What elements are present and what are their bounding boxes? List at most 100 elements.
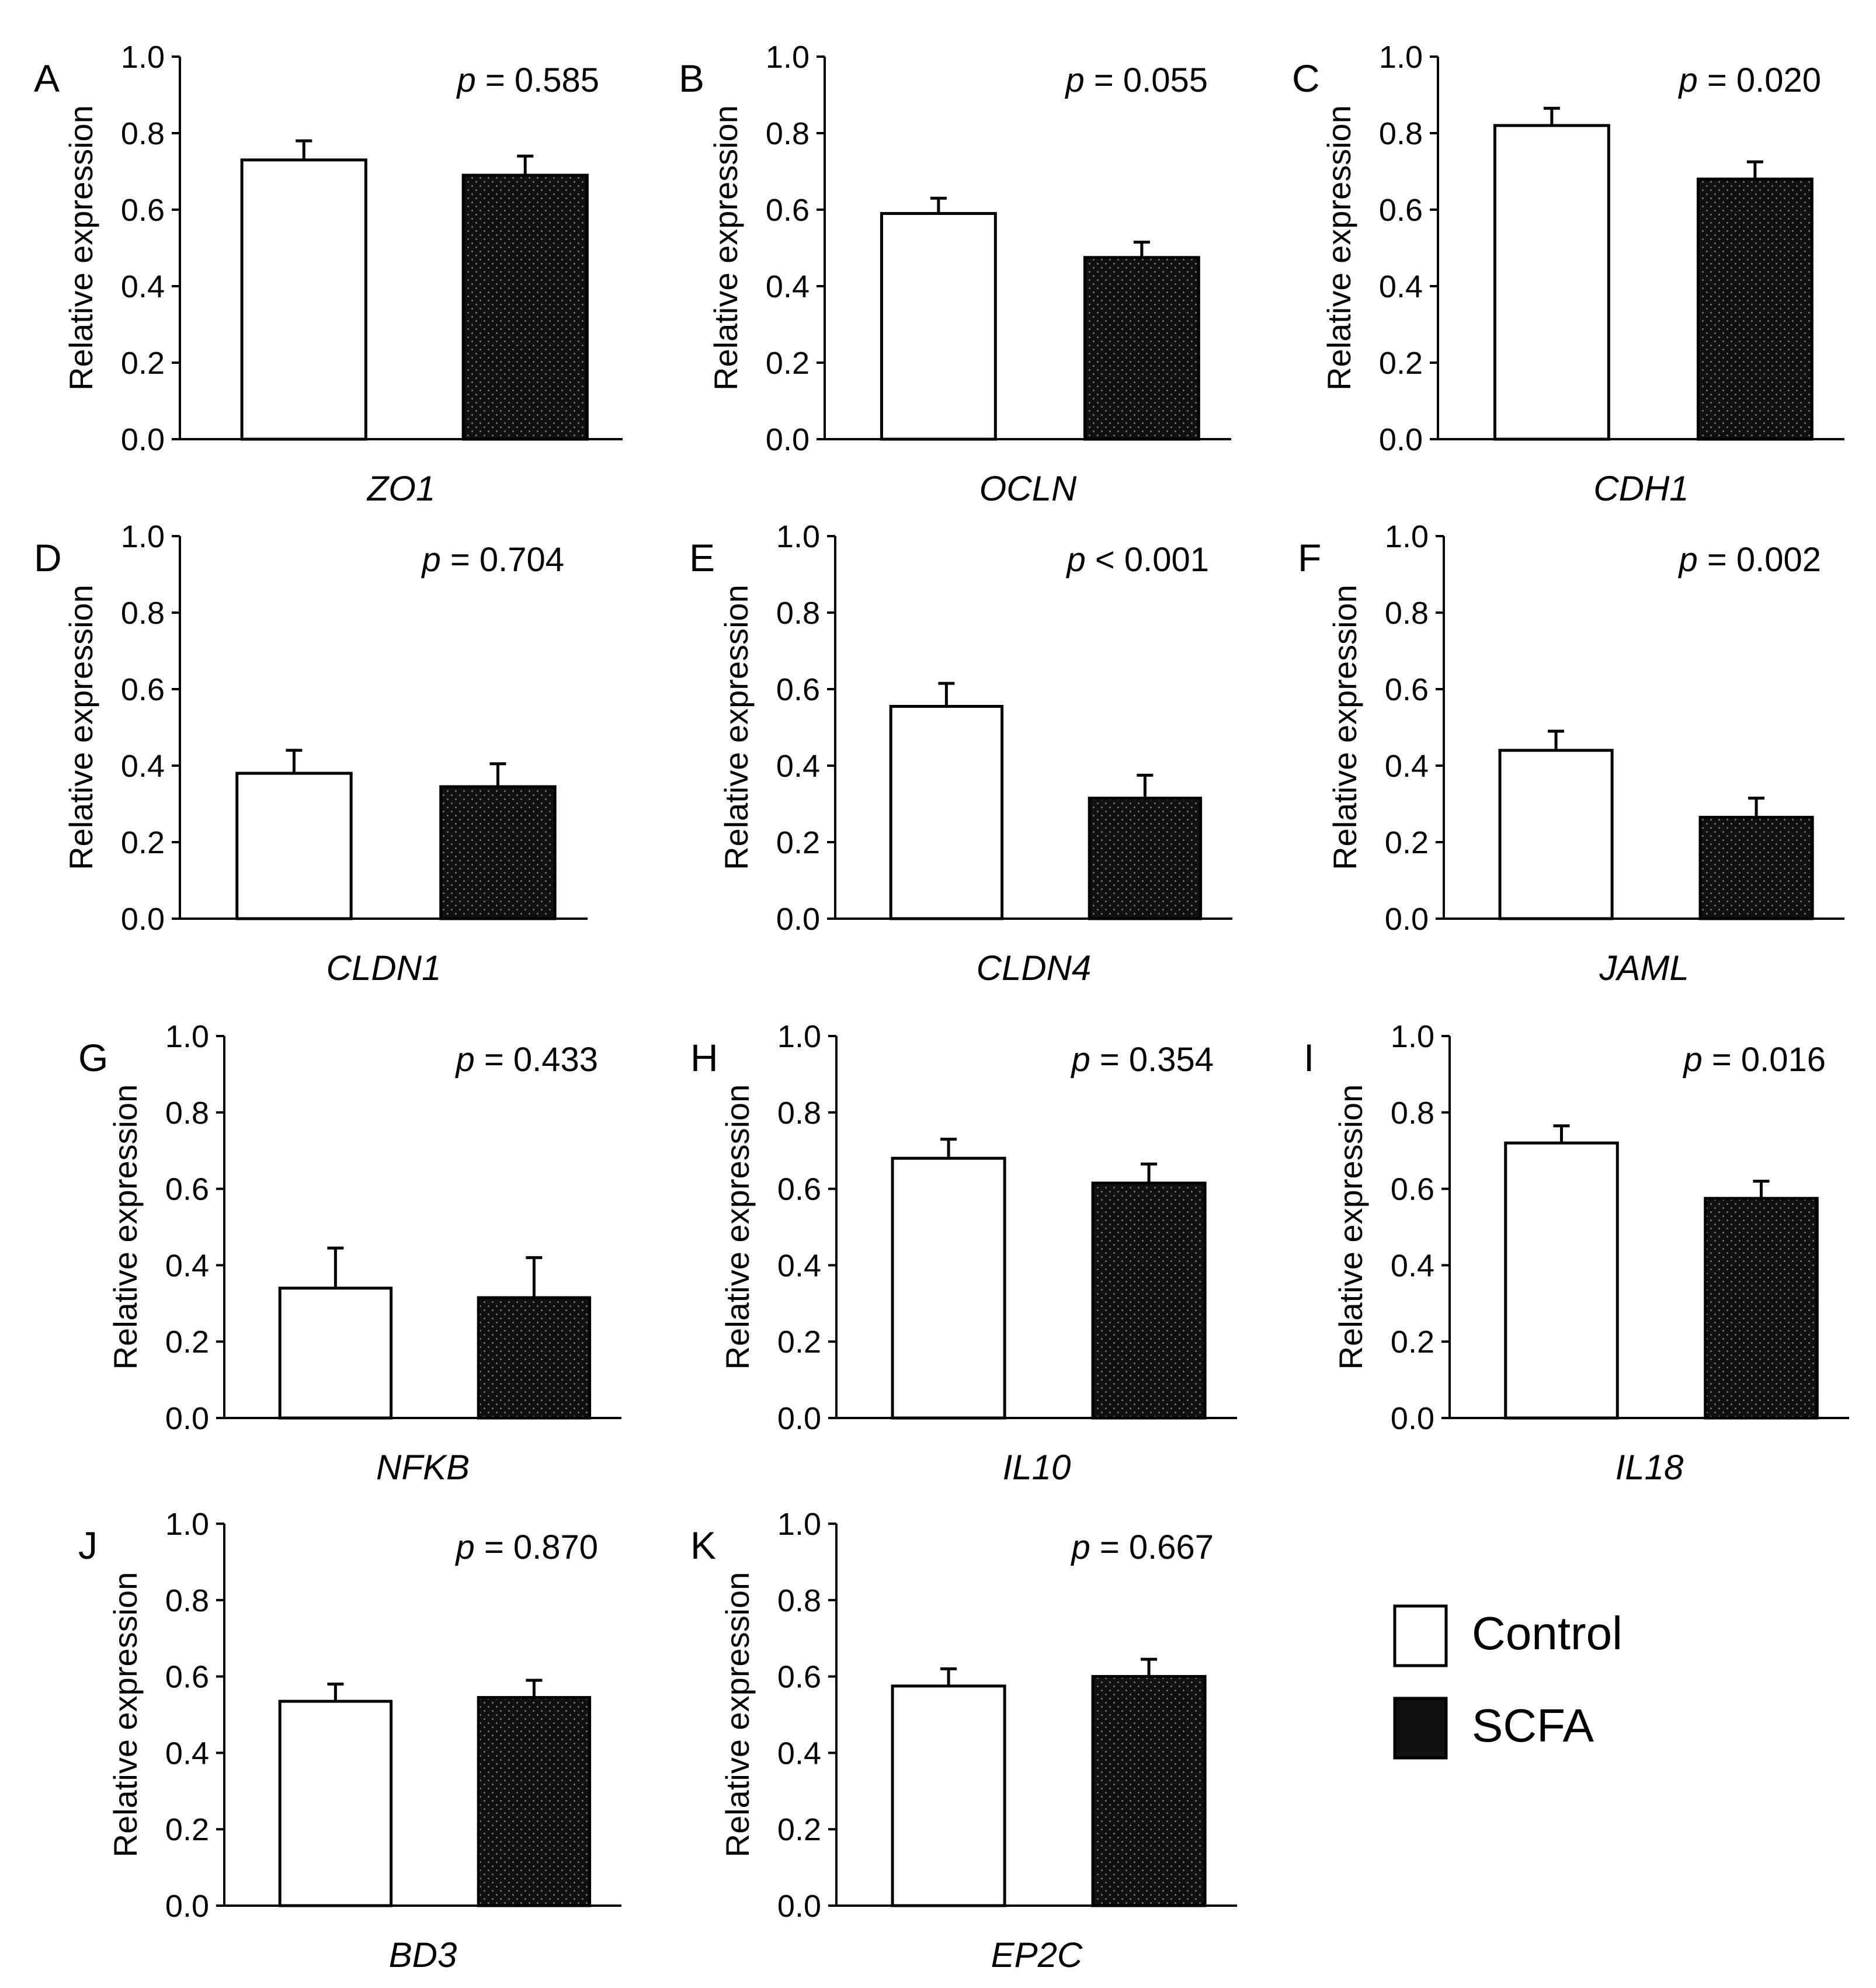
panel-g: 0.0 0.2 0.4 0.6 0.8 1.0 Relative expression G p … <box>78 1019 621 1487</box>
bar-control <box>1504 1141 1619 1420</box>
y-tick-label: 0.2 <box>1385 825 1429 860</box>
gene-label: OCLN <box>979 469 1077 508</box>
y-tick-label: 0.4 <box>777 1248 821 1283</box>
y-tick-label: 0.0 <box>1379 422 1423 457</box>
p-symbol: p <box>454 1528 474 1566</box>
y-tick-label: 0.2 <box>1391 1325 1434 1360</box>
y-tick-label: 0.4 <box>776 749 820 784</box>
y-tick-label: 0.4 <box>121 269 165 304</box>
y-tick-label: 0.4 <box>1391 1248 1434 1283</box>
y-axis-title: Relative expression <box>718 585 755 870</box>
panel-i: 0.0 0.2 0.4 0.6 0.8 1.0 Relative expression I p … <box>1304 1019 1849 1487</box>
y-tick-label: 0.0 <box>776 902 820 937</box>
y-tick-label: 1.0 <box>165 1507 209 1542</box>
bar-control <box>235 771 353 920</box>
y-tick-label: 0.4 <box>165 1736 209 1771</box>
bar-scfa <box>1083 256 1200 441</box>
p-value: p = 0.002 <box>1677 541 1821 579</box>
y-tick-label: 0.2 <box>165 1325 209 1360</box>
y-tick-label: 0.6 <box>165 1660 209 1695</box>
y-tick-label: 0.0 <box>165 1889 209 1924</box>
y-tick-label: 0.2 <box>1379 346 1423 381</box>
bar-scfa <box>461 173 589 441</box>
bar-control <box>891 1156 1006 1420</box>
p-symbol: p <box>454 1041 474 1079</box>
y-tick-label: 0.0 <box>121 902 165 937</box>
y-axis-title: Relative expression <box>1332 1085 1369 1370</box>
gene-label: EP2C <box>991 1935 1083 1975</box>
bar-control <box>278 1699 393 1907</box>
panel-letter: G <box>78 1036 108 1079</box>
y-tick-label: 1.0 <box>776 519 820 554</box>
y-tick-label: 0.6 <box>777 1172 821 1207</box>
p-value: p = 0.667 <box>1070 1528 1214 1566</box>
gene-label: IL10 <box>1003 1448 1071 1487</box>
y-axis-title: Relative expression <box>62 585 99 870</box>
y-axis-title: Relative expression <box>719 1572 756 1858</box>
p-symbol: p <box>421 541 440 579</box>
p-value: p < 0.001 <box>1065 541 1209 579</box>
y-tick-label: 0.8 <box>121 596 165 631</box>
p-symbol: p <box>1070 1041 1090 1079</box>
p-symbol: p <box>1677 61 1697 99</box>
p-value-text: = 0.020 <box>1698 61 1821 99</box>
y-tick-label: 0.6 <box>1391 1172 1434 1207</box>
y-tick-label: 0.2 <box>165 1812 209 1847</box>
gene-label: IL18 <box>1616 1448 1684 1487</box>
p-value-text: = 0.704 <box>441 541 564 579</box>
p-symbol: p <box>456 61 475 99</box>
legend-swatch-control <box>1393 1604 1448 1667</box>
gene-label: CDH1 <box>1593 469 1689 508</box>
y-tick-label: 0.8 <box>1391 1096 1434 1131</box>
y-tick-label: 0.0 <box>777 1889 821 1924</box>
gene-label: CLDN4 <box>977 948 1092 988</box>
bar-scfa <box>1091 1181 1207 1420</box>
y-tick-label: 0.2 <box>121 825 165 860</box>
p-value: p = 0.704 <box>421 541 564 579</box>
y-tick-label: 0.0 <box>1385 902 1429 937</box>
gene-label: JAML <box>1599 948 1689 988</box>
y-tick-label: 0.8 <box>121 116 165 151</box>
panel-letter: F <box>1298 536 1321 579</box>
p-value: p = 0.354 <box>1070 1041 1214 1079</box>
y-tick-label: 0.4 <box>766 269 810 304</box>
y-tick-label: 1.0 <box>121 519 165 554</box>
y-tick-label: 0.2 <box>776 825 820 860</box>
p-value: p = 0.870 <box>454 1528 598 1566</box>
panels: 0.0 0.2 0.4 0.6 0.8 1.0 Relative expression A p … <box>34 40 1849 1975</box>
y-tick-label: 1.0 <box>121 40 165 75</box>
bar-scfa <box>477 1696 592 1907</box>
legend-label-control: Control <box>1472 1607 1623 1659</box>
y-tick-label: 0.8 <box>1385 596 1429 631</box>
legend-label-scfa: SCFA <box>1472 1699 1594 1751</box>
y-tick-label: 0.2 <box>777 1812 821 1847</box>
p-value-text: = 0.585 <box>476 61 599 99</box>
y-tick-label: 0.8 <box>1379 116 1423 151</box>
y-axis-title: Relative expression <box>1321 105 1357 391</box>
y-axis-title: Relative expression <box>719 1085 756 1370</box>
p-value-text: = 0.055 <box>1085 61 1208 99</box>
p-value: p = 0.055 <box>1064 61 1208 99</box>
bar-scfa <box>1698 815 1814 920</box>
y-tick-label: 0.2 <box>121 346 165 381</box>
y-tick-label: 0.4 <box>1379 269 1423 304</box>
panel-letter: B <box>679 57 704 100</box>
p-value-text: = 0.016 <box>1703 1041 1826 1079</box>
bar-scfa <box>1704 1197 1819 1420</box>
p-symbol: p <box>1064 61 1084 99</box>
panel-letter: I <box>1304 1036 1314 1079</box>
p-value: p = 0.016 <box>1682 1041 1826 1079</box>
panel-letter: A <box>34 57 60 100</box>
gene-label: ZO1 <box>366 469 436 508</box>
y-tick-label: 0.6 <box>776 672 820 707</box>
panel-letter: C <box>1292 57 1320 100</box>
p-value-text: = 0.667 <box>1090 1528 1214 1566</box>
y-tick-label: 0.6 <box>1385 672 1429 707</box>
bar-control <box>240 158 367 441</box>
y-tick-label: 0.6 <box>766 193 810 228</box>
